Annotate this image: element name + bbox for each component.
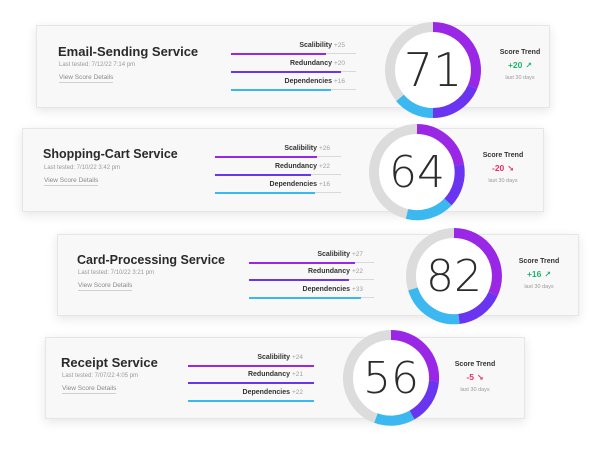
trend-period: last 30 days <box>505 75 535 81</box>
score-value: 56 <box>363 352 419 404</box>
metric-value: +24 <box>292 354 304 361</box>
score-gauge: 56 <box>336 323 446 433</box>
metric-redundancy: Redundancy +22 <box>249 268 374 281</box>
metric-bar-fill <box>188 400 314 402</box>
metric-dependencies: Dependencies +22 <box>188 389 314 402</box>
metric-bar-fill <box>215 192 315 194</box>
score-trend: Score Trend -20 ↘ last 30 days <box>473 152 533 184</box>
metric-dependencies: Dependencies +16 <box>215 181 341 194</box>
metric-value: +22 <box>319 163 331 170</box>
score-ring <box>406 228 502 325</box>
trend-up-arrow-icon: ↗ <box>544 270 552 279</box>
trend-label: Score Trend <box>482 152 524 159</box>
service-card-receipt <box>45 337 525 419</box>
metric-bar-fill <box>249 279 349 281</box>
metric-bar-fill <box>231 53 326 55</box>
view-score-details-link[interactable]: View Score Details <box>59 74 114 83</box>
last-tested: Last tested: 7/10/22 3:21 pm <box>78 270 155 276</box>
metric-redundancy: Redundancy +22 <box>215 163 341 176</box>
trend-down-arrow-icon: ↘ <box>476 373 484 382</box>
score-ring <box>369 124 465 221</box>
metric-label: Dependencies <box>284 78 332 85</box>
metric-scalability: Scalibility +27 <box>249 251 374 264</box>
metric-bar-fill <box>249 297 361 299</box>
view-score-details-link[interactable]: View Score Details <box>62 385 117 394</box>
trend-period: last 30 days <box>460 387 490 393</box>
metric-label: Redundancy <box>289 60 332 67</box>
trend-label: Score Trend <box>518 258 560 265</box>
last-tested: Last tested: 7/10/22 3:42 pm <box>44 165 121 171</box>
metric-bar-fill <box>215 156 317 158</box>
score-value: 64 <box>389 146 445 198</box>
view-score-details-link[interactable]: View Score Details <box>44 177 99 186</box>
metric-redundancy: Redundancy +21 <box>188 371 314 384</box>
metric-value: +25 <box>334 42 346 49</box>
score-ring <box>343 329 440 426</box>
metric-value: +16 <box>334 78 346 85</box>
score-ring <box>385 22 481 119</box>
trend-down-arrow-icon: ↘ <box>507 164 514 173</box>
metric-label: Redundancy <box>247 371 290 378</box>
score-trend: Score Trend +20 ↗ last 30 days <box>490 49 550 81</box>
metric-bar-fill <box>231 89 331 91</box>
metric-label: Scalibility <box>257 354 290 361</box>
metric-value: +16 <box>319 181 331 188</box>
metric-scalability: Scalibility +24 <box>188 354 314 367</box>
trend-label: Score Trend <box>499 49 541 56</box>
metric-scalability: Scalibility +25 <box>231 42 356 55</box>
metric-bar-fill <box>188 382 314 384</box>
metric-value: +27 <box>352 251 364 258</box>
trend-value: +20 <box>507 60 523 70</box>
metric-dependencies: Dependencies +16 <box>231 78 356 91</box>
metric-value: +22 <box>352 268 364 275</box>
trend-period: last 30 days <box>488 178 518 184</box>
score-trend: Score Trend -5 ↘ last 30 days <box>445 361 505 393</box>
metric-label: Dependencies <box>302 286 350 293</box>
metric-redundancy: Redundancy +20 <box>231 60 356 73</box>
last-tested: Last tested: 7/07/22 4:05 pm <box>62 373 139 379</box>
metric-value: +20 <box>334 60 346 67</box>
service-title: Card-Processing Service <box>77 253 225 267</box>
service-title: Email-Sending Service <box>58 44 199 59</box>
trend-up-arrow-icon: ↗ <box>525 61 533 70</box>
metric-label: Redundancy <box>274 163 317 170</box>
metric-label: Redundancy <box>307 268 350 275</box>
metric-dependencies: Dependencies +33 <box>249 286 374 299</box>
trend-value: -5 <box>466 372 474 382</box>
metric-bar-fill <box>188 365 314 367</box>
score-trend: Score Trend +16 ↗ last 30 days <box>509 258 569 290</box>
trend-value: -20 <box>492 163 505 173</box>
metric-label: Scalibility <box>317 251 350 258</box>
metric-label: Scalibility <box>299 42 332 49</box>
service-title: Receipt Service <box>61 355 158 370</box>
score-gauge: 64 <box>362 117 472 227</box>
view-score-details-link[interactable]: View Score Details <box>78 282 133 291</box>
score-value: 71 <box>403 43 463 97</box>
metric-label: Scalibility <box>284 145 317 152</box>
metric-bar-fill <box>249 262 355 264</box>
metric-value: +21 <box>292 371 304 378</box>
trend-period: last 30 days <box>524 284 554 290</box>
last-tested: Last tested: 7/12/22 7:14 pm <box>59 62 136 68</box>
trend-value: +16 <box>526 269 542 279</box>
metric-scalability: Scalibility +26 <box>215 145 341 158</box>
metric-value: +26 <box>319 145 331 152</box>
metric-label: Dependencies <box>242 389 290 396</box>
score-value: 82 <box>426 250 482 302</box>
score-gauge: 71 <box>378 15 488 125</box>
score-gauge: 82 <box>399 221 509 331</box>
metric-value: +22 <box>292 389 304 396</box>
service-title: Shopping-Cart Service <box>43 147 178 161</box>
metric-bar-fill <box>231 71 341 73</box>
metric-label: Dependencies <box>269 181 317 188</box>
trend-label: Score Trend <box>454 361 496 368</box>
metric-bar-fill <box>215 174 311 176</box>
metric-value: +33 <box>352 286 364 293</box>
